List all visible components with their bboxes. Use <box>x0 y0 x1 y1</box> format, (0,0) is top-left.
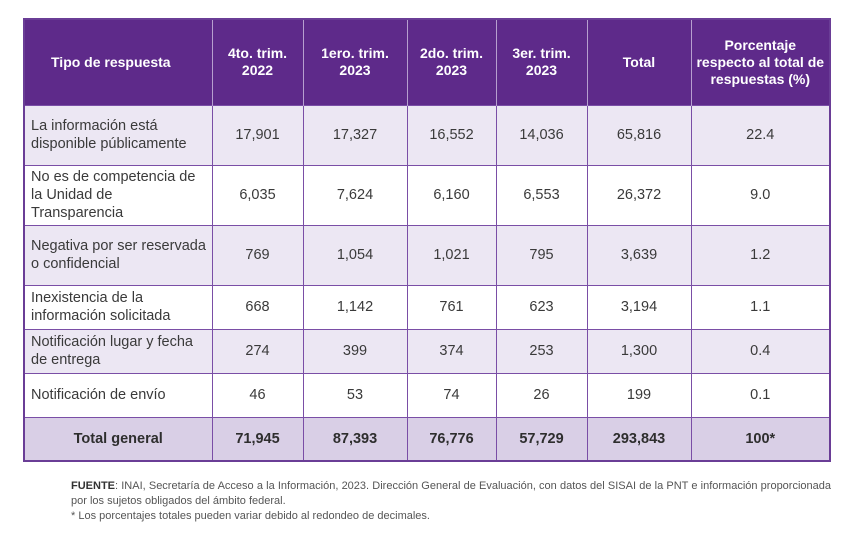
total-cell: 293,843 <box>586 416 692 462</box>
column-header: Total <box>587 19 692 105</box>
column-header: 4to. trim. 2022 <box>212 19 304 105</box>
table-cell: 1,054 <box>302 224 408 286</box>
table-cell: 22.4 <box>690 104 831 166</box>
table-cell: 16,552 <box>406 104 497 166</box>
total-cell: 100* <box>690 416 831 462</box>
source-label: FUENTE <box>71 480 115 492</box>
table-cell: 0.4 <box>690 328 831 374</box>
total-cell: 87,393 <box>302 416 408 462</box>
table-cell: 769 <box>211 224 304 286</box>
table-cell: 26 <box>495 372 588 418</box>
table-cell: 795 <box>495 224 588 286</box>
column-header: 3er. trim. 2023 <box>496 19 588 105</box>
table-cell: 17,327 <box>302 104 408 166</box>
table-cell: 1,142 <box>302 284 408 330</box>
total-cell: 71,945 <box>211 416 304 462</box>
column-header: 2do. trim. 2023 <box>407 19 497 105</box>
column-header: Tipo de respuesta <box>24 19 213 105</box>
row-label: Negativa por ser reservada o confidencia… <box>23 224 213 286</box>
table-cell: 3,194 <box>586 284 692 330</box>
table-cell: 623 <box>495 284 588 330</box>
table-row: La información está disponible públicame… <box>23 104 831 166</box>
table-row: Negativa por ser reservada o confidencia… <box>23 224 831 286</box>
header-row: Tipo de respuesta 4to. trim. 2022 1ero. … <box>24 19 830 105</box>
table-cell: 1.1 <box>690 284 831 330</box>
source-note: FUENTE: INAI, Secretaría de Acceso a la … <box>71 479 831 524</box>
table-cell: 7,624 <box>302 164 408 226</box>
table-cell: 374 <box>406 328 497 374</box>
column-header: Porcentaje respecto al total de respuest… <box>691 19 830 105</box>
table-cell: 6,160 <box>406 164 497 226</box>
total-cell: 57,729 <box>495 416 588 462</box>
table-cell: 6,035 <box>211 164 304 226</box>
table-row: Notificación lugar y fecha de entrega 27… <box>23 328 831 374</box>
table-cell: 668 <box>211 284 304 330</box>
table-row: Inexistencia de la información solicitad… <box>23 284 831 330</box>
table-cell: 399 <box>302 328 408 374</box>
row-label: No es de competencia de la Unidad de Tra… <box>23 164 213 226</box>
source-body: : INAI, Secretaría de Acceso a la Inform… <box>71 480 831 507</box>
table-cell: 0.1 <box>690 372 831 418</box>
table-cell: 65,816 <box>586 104 692 166</box>
responses-table: Tipo de respuesta 4to. trim. 2022 1ero. … <box>23 18 831 462</box>
column-header: 1ero. trim. 2023 <box>303 19 408 105</box>
table-cell: 1,300 <box>586 328 692 374</box>
table-cell: 9.0 <box>690 164 831 226</box>
rounding-footnote: * Los porcentajes totales pueden variar … <box>71 510 430 522</box>
table-cell: 274 <box>211 328 304 374</box>
table-cell: 199 <box>586 372 692 418</box>
table-cell: 253 <box>495 328 588 374</box>
table-cell: 14,036 <box>495 104 588 166</box>
table-cell: 6,553 <box>495 164 588 226</box>
table-cell: 17,901 <box>211 104 304 166</box>
table-cell: 761 <box>406 284 497 330</box>
source-text: FUENTE: INAI, Secretaría de Acceso a la … <box>71 479 831 509</box>
total-cell: 76,776 <box>406 416 497 462</box>
row-label: La información está disponible públicame… <box>23 104 213 166</box>
table-row: No es de competencia de la Unidad de Tra… <box>23 164 831 226</box>
table-cell: 46 <box>211 372 304 418</box>
table-row: Notificación de envío 46 53 74 26 199 0.… <box>23 372 831 418</box>
table-cell: 1,021 <box>406 224 497 286</box>
table-cell: 53 <box>302 372 408 418</box>
row-label: Inexistencia de la información solicitad… <box>23 284 213 330</box>
table-cell: 26,372 <box>586 164 692 226</box>
total-row: Total general 71,945 87,393 76,776 57,72… <box>23 416 831 462</box>
row-label: Notificación lugar y fecha de entrega <box>23 328 213 374</box>
table-cell: 3,639 <box>586 224 692 286</box>
row-label: Notificación de envío <box>23 372 213 418</box>
table-cell: 74 <box>406 372 497 418</box>
total-label: Total general <box>23 416 213 462</box>
table-cell: 1.2 <box>690 224 831 286</box>
